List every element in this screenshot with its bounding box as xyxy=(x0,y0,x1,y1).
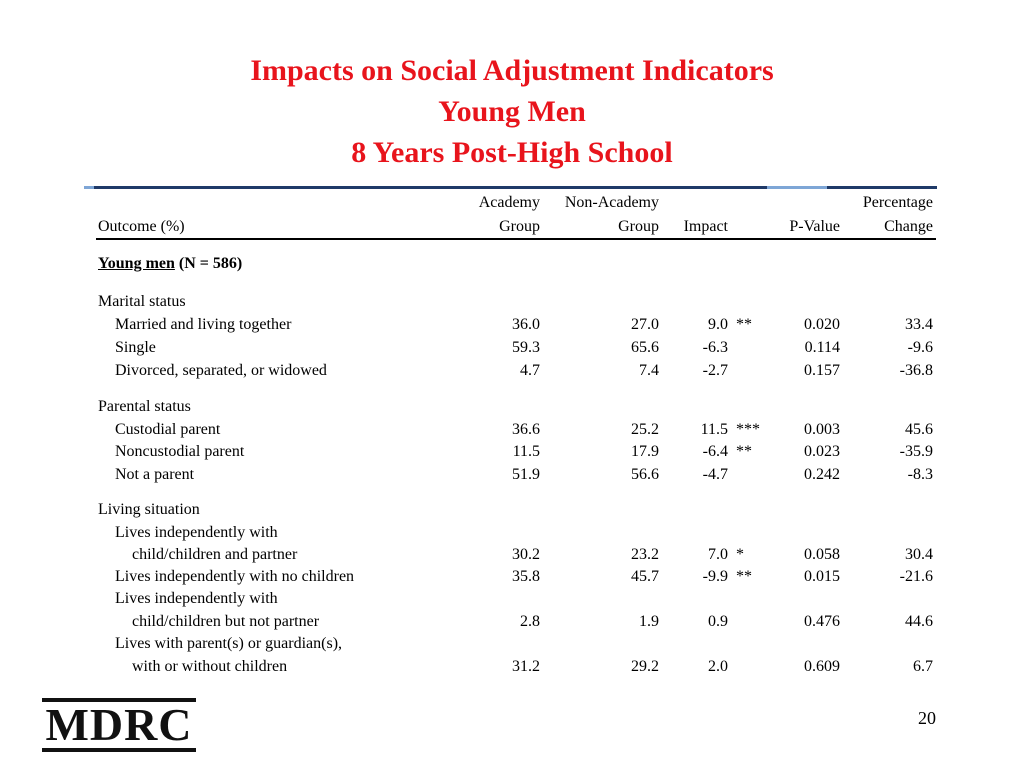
cell-impact: -2.7 xyxy=(702,362,728,379)
cell-pvalue: 0.609 xyxy=(804,658,840,675)
header-outcome: Outcome (%) xyxy=(98,218,185,235)
top-rule xyxy=(84,186,937,189)
row-label: Lives independently with no children xyxy=(115,568,355,585)
row-label: Married and living together xyxy=(115,316,292,333)
cell-nonacademy: 23.2 xyxy=(631,546,659,563)
mdrc-logo: MDRC xyxy=(42,698,196,752)
cell-impact: -4.7 xyxy=(702,466,728,483)
title-line-1: Impacts on Social Adjustment Indicators xyxy=(250,54,774,87)
cell-pct: 30.4 xyxy=(905,546,933,563)
cell-pct: -36.8 xyxy=(899,362,933,379)
header-nonacademy-bottom: Group xyxy=(618,218,659,235)
top-rule-accent-left xyxy=(84,186,94,189)
section-heading: Young men (N = 586) xyxy=(98,254,242,274)
cell-pct: -9.6 xyxy=(907,339,933,356)
cell-academy: 59.3 xyxy=(512,339,540,356)
cell-impact: -9.9 xyxy=(702,568,728,585)
cell-pct: -8.3 xyxy=(907,466,933,483)
cell-academy: 11.5 xyxy=(512,443,540,460)
row-label-continued: child/children and partner xyxy=(132,546,298,563)
cell-stars: * xyxy=(736,546,744,563)
page-number: 20 xyxy=(918,708,936,728)
cell-nonacademy: 17.9 xyxy=(631,443,659,460)
cell-pct: -21.6 xyxy=(899,568,933,585)
cell-impact: 0.9 xyxy=(708,613,728,630)
cell-academy: 36.6 xyxy=(512,421,540,438)
cell-nonacademy: 56.6 xyxy=(631,466,659,483)
logo-rule-top xyxy=(42,698,196,702)
cell-pvalue: 0.242 xyxy=(804,466,840,483)
row-label: Divorced, separated, or widowed xyxy=(115,362,327,379)
title-line-2: Young Men xyxy=(438,95,586,128)
cell-stars: ** xyxy=(736,568,752,585)
section-label: Young men xyxy=(98,255,175,272)
cell-pvalue: 0.157 xyxy=(804,362,840,379)
header-impact: Impact xyxy=(683,218,728,235)
header-pvalue: P-Value xyxy=(789,218,840,235)
cell-academy: 30.2 xyxy=(512,546,540,563)
cell-impact: 7.0 xyxy=(708,546,728,563)
cell-academy: 4.7 xyxy=(520,362,540,379)
cell-pvalue: 0.020 xyxy=(804,316,840,333)
cell-nonacademy: 25.2 xyxy=(631,421,659,438)
cell-pct: 33.4 xyxy=(905,316,933,333)
header-academy-bottom: Group xyxy=(499,218,540,235)
cell-pvalue: 0.023 xyxy=(804,443,840,460)
cell-nonacademy: 27.0 xyxy=(631,316,659,333)
cell-academy: 35.8 xyxy=(512,568,540,585)
row-label: Lives independently with xyxy=(115,590,278,607)
row-label-continued: child/children but not partner xyxy=(132,613,320,630)
cell-pvalue: 0.476 xyxy=(804,613,840,630)
row-label: Custodial parent xyxy=(115,421,221,438)
cell-impact: 11.5 xyxy=(700,421,728,438)
logo-text: MDRC xyxy=(45,699,193,750)
cell-pct: 45.6 xyxy=(905,421,933,438)
cell-nonacademy: 1.9 xyxy=(639,613,659,630)
header-pct-bottom: Change xyxy=(884,218,933,235)
cell-pct: -35.9 xyxy=(899,443,933,460)
row-label: Lives with parent(s) or guardian(s), xyxy=(115,635,343,652)
row-label: Lives independently with xyxy=(115,524,278,541)
cell-pct: 44.6 xyxy=(905,613,933,630)
cell-pct: 6.7 xyxy=(913,658,933,675)
group-marital: Marital status xyxy=(98,293,186,310)
group-living: Living situation xyxy=(98,501,200,518)
row-label-continued: with or without children xyxy=(132,658,288,675)
cell-impact: -6.4 xyxy=(702,443,728,460)
row-label: Single xyxy=(115,339,156,356)
cell-stars: ** xyxy=(736,443,752,460)
cell-nonacademy: 7.4 xyxy=(639,362,659,379)
cell-academy: 31.2 xyxy=(512,658,540,675)
slide-title: Impacts on Social Adjustment Indicators … xyxy=(0,50,1024,173)
cell-stars: *** xyxy=(736,421,760,438)
header-academy-top: Academy xyxy=(478,194,540,211)
row-label: Noncustodial parent xyxy=(115,443,245,460)
cell-pvalue: 0.003 xyxy=(804,421,840,438)
top-rule-accent-right xyxy=(767,186,827,189)
cell-nonacademy: 65.6 xyxy=(631,339,659,356)
cell-nonacademy: 45.7 xyxy=(631,568,659,585)
cell-pvalue: 0.114 xyxy=(804,339,840,356)
title-line-3: 8 Years Post-High School xyxy=(351,136,673,169)
cell-impact: 9.0 xyxy=(708,316,728,333)
row-label: Not a parent xyxy=(115,466,195,483)
cell-pvalue: 0.015 xyxy=(804,568,840,585)
header-pct-top: Percentage xyxy=(862,194,933,211)
cell-impact: -6.3 xyxy=(702,339,728,356)
cell-pvalue: 0.058 xyxy=(804,546,840,563)
cell-academy: 2.8 xyxy=(520,613,540,630)
section-n: (N = 586) xyxy=(174,255,243,272)
header-rule xyxy=(96,238,936,240)
cell-academy: 51.9 xyxy=(512,466,540,483)
cell-academy: 36.0 xyxy=(512,316,540,333)
cell-stars: ** xyxy=(736,316,752,333)
cell-nonacademy: 29.2 xyxy=(631,658,659,675)
cell-impact: 2.0 xyxy=(708,658,728,675)
logo-rule-bottom xyxy=(42,748,196,752)
group-parental: Parental status xyxy=(98,398,191,415)
header-nonacademy-top: Non-Academy xyxy=(564,194,659,211)
